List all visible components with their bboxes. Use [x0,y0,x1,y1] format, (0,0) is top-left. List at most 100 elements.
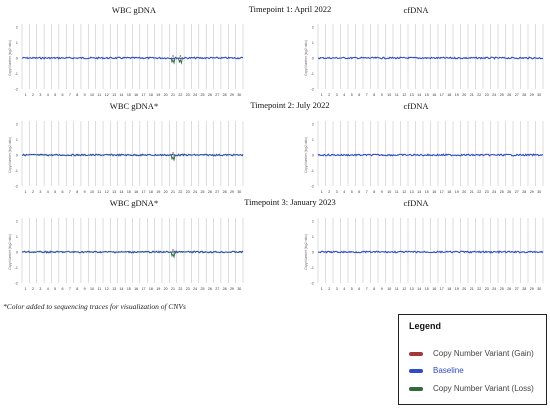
x-tick-label: 7 [69,190,71,194]
y-axis-label: Copy Number (log2 ratio) [304,40,308,76]
x-tick-label: 12 [402,287,406,291]
right-panel-title: cfDNA [403,198,429,208]
x-tick-label: 22 [477,190,481,194]
x-tick-label: 20 [462,287,466,291]
x-tick-label: 15 [127,287,131,291]
x-tick-label: 6 [62,190,64,194]
panel-row-1: Timepoint 1: April 2022 WBC gDNA cfDNA Copy… [8,4,544,97]
x-tick-label: 27 [215,93,219,97]
x-tick-label: 14 [119,287,123,291]
baseline-trace [317,250,544,254]
y-tick-label: -2 [14,184,18,189]
y-tick-label: 2 [312,122,315,127]
x-tick-label: 3 [39,287,41,291]
x-tick-label: 7 [69,93,71,97]
loss-overlay-trace [21,251,244,253]
x-tick-label: 7 [69,287,71,291]
y-tick-label: 1 [16,137,19,142]
x-tick-label: 4 [343,190,345,194]
left-panel-title: WBC gDNA* [110,198,158,208]
x-tick-label: 11 [97,287,101,291]
x-tick-label: 11 [395,93,399,97]
x-tick-label: 6 [358,93,360,97]
x-tick-label: 27 [515,287,519,291]
x-tick-label: 17 [440,93,444,97]
x-tick-label: 16 [432,287,436,291]
x-tick-label: 6 [358,190,360,194]
legend-swatch-gain [409,352,423,356]
x-tick-label: 17 [142,93,146,97]
x-tick-label: 3 [336,190,338,194]
cnv-gain-marker [172,152,174,154]
x-tick-label: 28 [522,93,526,97]
x-tick-label: 9 [381,190,383,194]
x-tick-label: 10 [90,190,94,194]
wbc-gdna-plot: Copy Number (log2 ratio)210-1-21 2 3 4 5 6 7 8 9… [8,218,244,291]
x-tick-label: 28 [223,93,227,97]
x-tick-label: 30 [237,287,241,291]
x-tick-label: 18 [447,93,451,97]
x-tick-label: 16 [134,190,138,194]
x-tick-label: 5 [351,287,353,291]
x-tick-label: 3 [336,287,338,291]
x-tick-label: 8 [373,190,375,194]
x-tick-label: 26 [507,287,511,291]
x-tick-label: 29 [530,190,534,194]
x-tick-label: 5 [54,93,56,97]
timepoint-title: Timepoint 1: April 2022 [249,4,332,14]
y-tick-label: -1 [310,71,314,76]
x-tick-label: 29 [230,287,234,291]
x-tick-label: 6 [62,93,64,97]
x-tick-label: 21 [171,287,175,291]
x-tick-label: 1 [25,93,27,97]
x-tick-label: 21 [470,93,474,97]
y-tick-label: -1 [14,265,18,270]
legend-label-baseline: Baseline [433,366,464,375]
x-tick-label: 10 [387,93,391,97]
x-tick-label: 17 [440,190,444,194]
x-tick-label: 8 [76,93,78,97]
x-tick-label: 4 [47,93,49,97]
x-tick-label: 9 [84,287,86,291]
x-tick-label: 28 [522,287,526,291]
x-tick-label: 8 [373,93,375,97]
x-tick-label: 16 [134,287,138,291]
x-tick-label: 16 [134,93,138,97]
y-tick-label: 2 [312,219,315,224]
legend: Legend Copy Number Variant (Gain) Baseli… [398,314,547,405]
x-tick-label: 25 [200,190,204,194]
x-tick-label: 11 [97,93,101,97]
x-tick-label: 26 [507,190,511,194]
x-tick-label: 19 [455,190,459,194]
x-tick-label: 23 [485,93,489,97]
x-tick-label: 6 [62,287,64,291]
x-tick-label: 3 [336,93,338,97]
right-panel-title: cfDNA [403,5,429,15]
x-tick-label: 14 [417,287,421,291]
x-tick-label: 8 [76,287,78,291]
x-tick-label: 15 [425,190,429,194]
x-tick-label: 28 [522,190,526,194]
loss-overlay-trace [21,154,244,156]
x-tick-label: 14 [119,93,123,97]
x-tick-label: 28 [223,190,227,194]
x-tick-label: 24 [492,93,496,97]
x-tick-label: 4 [47,287,49,291]
x-tick-label: 21 [171,93,175,97]
x-tick-label: 24 [193,93,197,97]
x-tick-label: 8 [373,287,375,291]
y-tick-label: 2 [312,25,315,30]
x-tick-label: 30 [237,190,241,194]
x-tick-label: 11 [395,287,399,291]
x-tick-label: 21 [470,287,474,291]
y-tick-label: -2 [310,281,314,286]
x-tick-label: 12 [105,287,109,291]
x-tick-label: 7 [366,190,368,194]
x-tick-label: 19 [156,93,160,97]
x-tick-label: 25 [200,287,204,291]
cnv-loss-marker [170,251,176,259]
y-tick-label: 2 [16,219,19,224]
x-tick-label: 5 [351,93,353,97]
x-tick-label: 17 [142,287,146,291]
y-tick-label: -2 [14,87,18,92]
